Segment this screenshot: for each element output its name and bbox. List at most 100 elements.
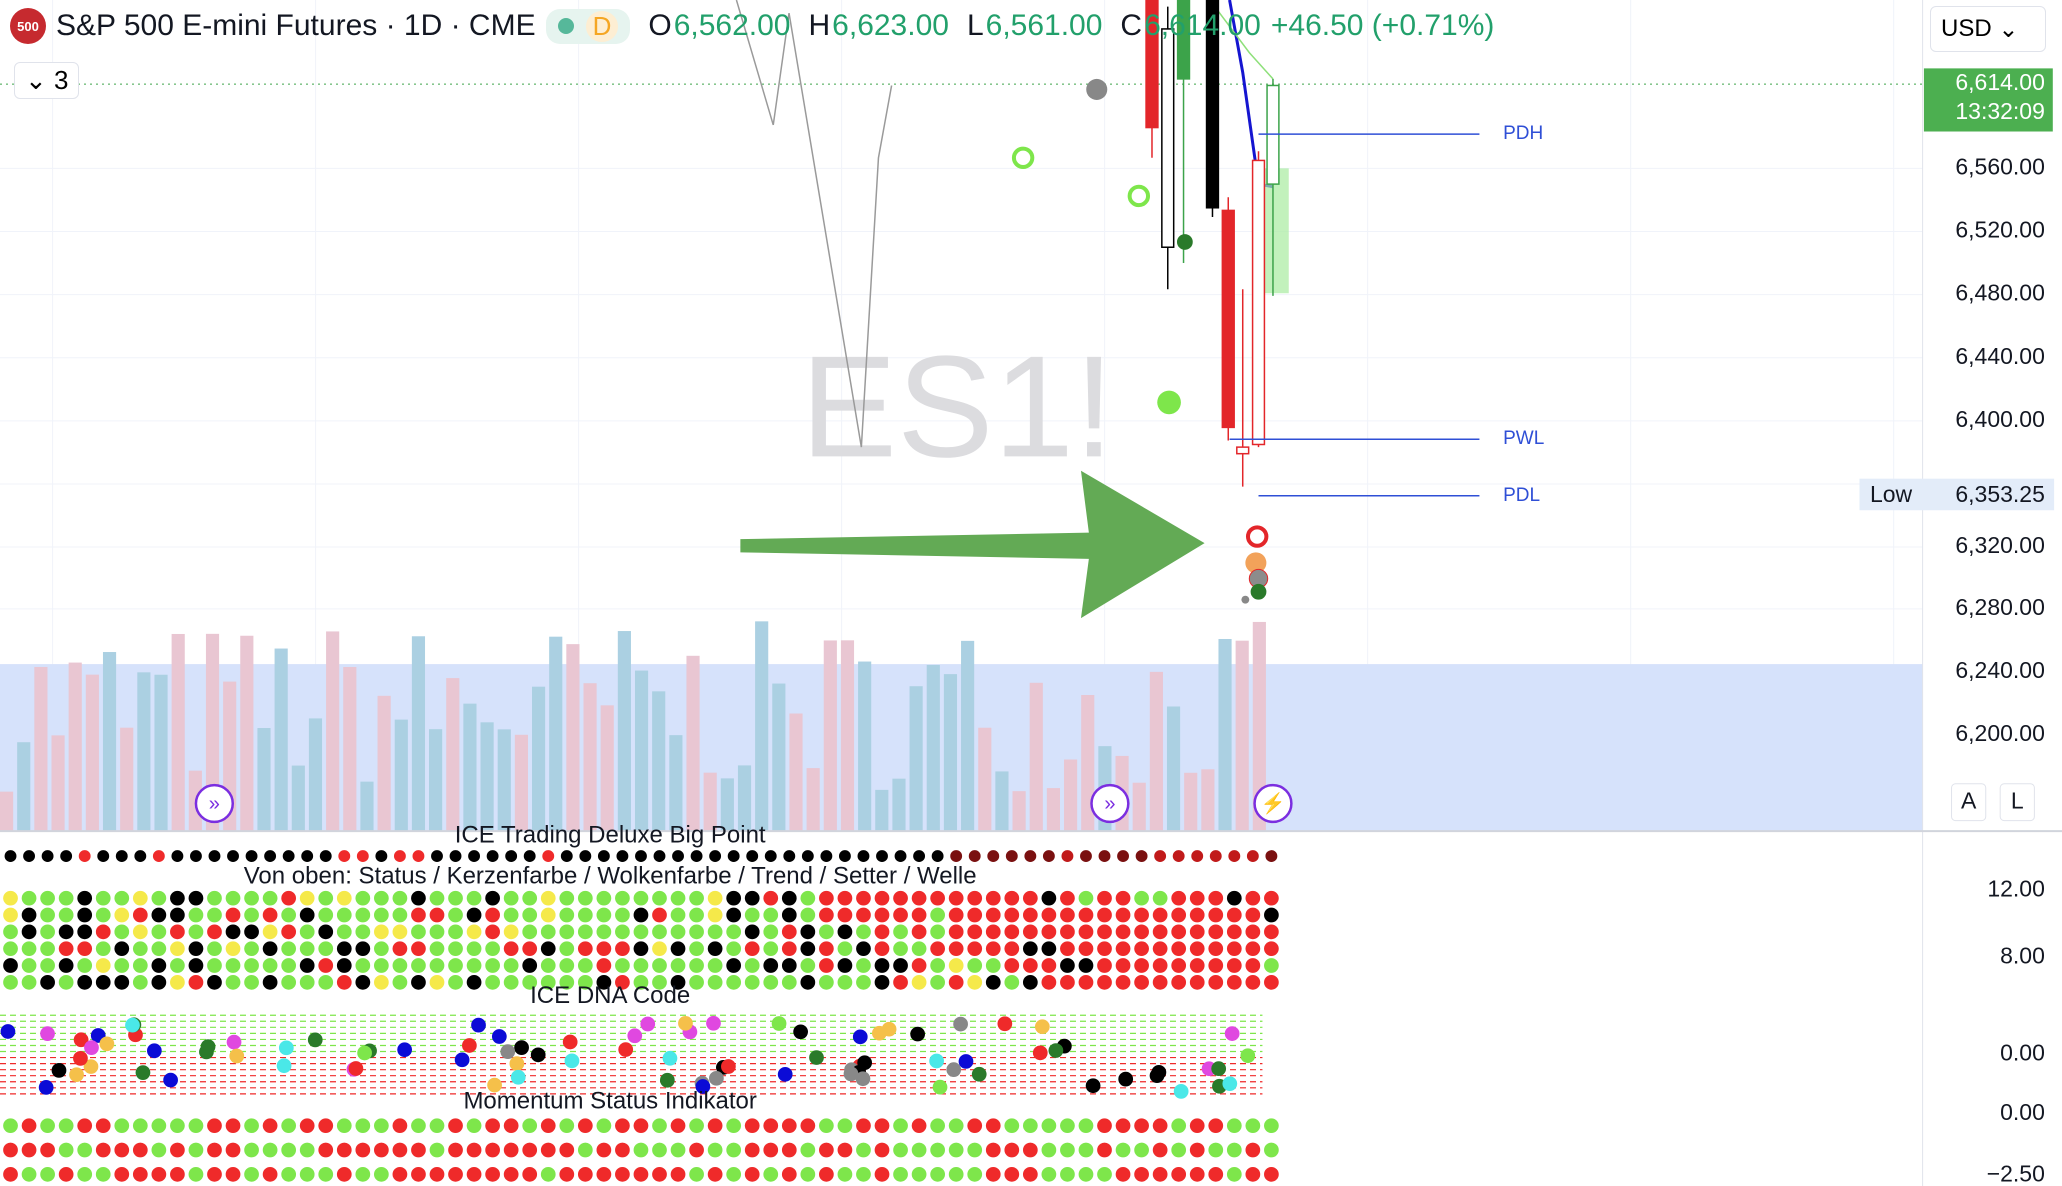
status-dot (1022, 924, 1038, 940)
dna-dot (706, 1015, 721, 1031)
status-dot (763, 890, 779, 906)
candle-body (1251, 159, 1266, 446)
momentum-dot (689, 1142, 704, 1158)
status-dot (77, 958, 93, 973)
big-point-dot (171, 850, 184, 863)
status-dot (466, 958, 482, 973)
momentum-dot (522, 1118, 538, 1134)
status-dot (930, 941, 945, 957)
status-dot (1264, 974, 1279, 990)
delay-badge: D (585, 10, 619, 42)
status-dot (1226, 924, 1242, 940)
momentum-dot (151, 1142, 167, 1158)
status-dot (151, 907, 167, 923)
momentum-dot (559, 1142, 575, 1158)
momentum-dot (856, 1142, 871, 1158)
momentum-dot (985, 1166, 1001, 1182)
scale-button[interactable] (1999, 783, 2035, 822)
big-point-dot (1061, 850, 1074, 863)
signal-dot (1086, 78, 1108, 100)
status-dot (77, 924, 93, 940)
momentum-dot (132, 1142, 148, 1158)
volume-bar (1184, 772, 1198, 832)
trend-line (735, 0, 893, 448)
volume-bar (909, 686, 923, 832)
big-point-dot (727, 850, 740, 863)
volume-bar (634, 670, 649, 832)
indicator-toggle[interactable]: ⌄ 3 (14, 62, 80, 99)
status-dot (1189, 890, 1205, 906)
momentum-dot (596, 1118, 612, 1134)
status-dot (448, 974, 463, 990)
momentum-dot (763, 1166, 779, 1182)
status-dot (1189, 941, 1205, 957)
status-dot (707, 924, 723, 940)
momentum-dot (318, 1142, 334, 1158)
big-point-dot (1154, 850, 1167, 863)
status-dot (1152, 941, 1168, 957)
status-dot (1226, 974, 1242, 990)
scale-button-label: A (1961, 787, 1977, 813)
momentum-dot (744, 1118, 760, 1134)
symbol-title[interactable]: S&P 500 E-mini Futures · 1D · CME (56, 9, 536, 42)
momentum-dot (540, 1118, 556, 1134)
status-dot (1022, 941, 1038, 957)
momentum-dot (244, 1118, 259, 1134)
status-dot (1022, 907, 1038, 923)
volume-bar (68, 662, 82, 832)
status-dot (744, 958, 760, 973)
status-dot (911, 958, 927, 973)
momentum-dot (1022, 1166, 1038, 1182)
low-label: L (966, 9, 984, 42)
big-point-dot (60, 850, 73, 863)
volume-bar (755, 621, 769, 832)
volume-bar (1046, 788, 1060, 832)
event-icon (194, 783, 235, 824)
price-tick-label: 6,520.00 (1955, 217, 2045, 243)
status-dot (318, 924, 334, 940)
status-dot (967, 958, 983, 973)
dna-dot (946, 1062, 962, 1078)
volume-bar (17, 742, 31, 832)
status-dot (95, 958, 111, 973)
status-dot (188, 974, 204, 990)
status-dot (336, 907, 352, 923)
status-dot (411, 958, 426, 973)
momentum-dot (559, 1166, 575, 1182)
pane-tick-label: 8.00 (2000, 942, 2045, 968)
big-point-dot (431, 850, 443, 863)
status-dot (615, 958, 630, 973)
scale-button[interactable] (1951, 783, 1987, 822)
status-pill[interactable]: D (545, 8, 631, 44)
level-label: PDH (1503, 123, 1543, 144)
dna-dot (471, 1017, 486, 1033)
signal-dot (1250, 583, 1267, 600)
status-dot (911, 924, 927, 940)
volume-bar (480, 722, 494, 832)
status-dot (763, 941, 779, 957)
status-dot (837, 890, 853, 906)
big-point-dot (1228, 850, 1241, 863)
dna-dot (73, 1051, 88, 1066)
big-point-dot (783, 850, 796, 863)
status-dot (1041, 907, 1057, 923)
status-dot (503, 907, 519, 923)
volume-bar (652, 691, 666, 832)
momentum-dot (1078, 1166, 1094, 1182)
momentum-dot (1226, 1118, 1242, 1134)
status-dot (392, 974, 408, 990)
status-dot (1004, 890, 1020, 906)
momentum-dot (1022, 1118, 1038, 1134)
big-point-dot (709, 850, 722, 863)
dna-dot (929, 1053, 944, 1069)
currency-select[interactable]: USD ⌄ (1930, 6, 2046, 52)
big-point-dot (690, 850, 703, 863)
price-tick-label: 6,280.00 (1955, 594, 2045, 620)
status-dot (744, 890, 760, 906)
status-dot (1078, 974, 1094, 990)
status-dot (1245, 890, 1261, 906)
volume-bar (892, 778, 906, 832)
momentum-dot (58, 1166, 74, 1182)
momentum-dot (633, 1166, 649, 1182)
momentum-dot (170, 1142, 185, 1158)
